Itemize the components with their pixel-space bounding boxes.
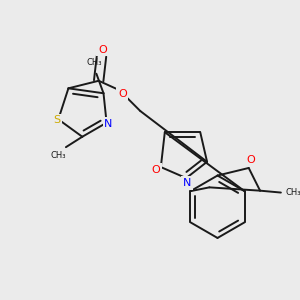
Text: S: S xyxy=(53,115,60,125)
Text: CH₃: CH₃ xyxy=(286,188,300,197)
Text: O: O xyxy=(246,155,255,165)
Text: O: O xyxy=(118,89,127,99)
Text: CH₃: CH₃ xyxy=(51,151,66,160)
Text: N: N xyxy=(104,119,113,129)
Text: CH₃: CH₃ xyxy=(87,58,102,67)
Text: N: N xyxy=(183,178,191,188)
Text: O: O xyxy=(98,45,107,55)
Text: O: O xyxy=(152,165,161,175)
